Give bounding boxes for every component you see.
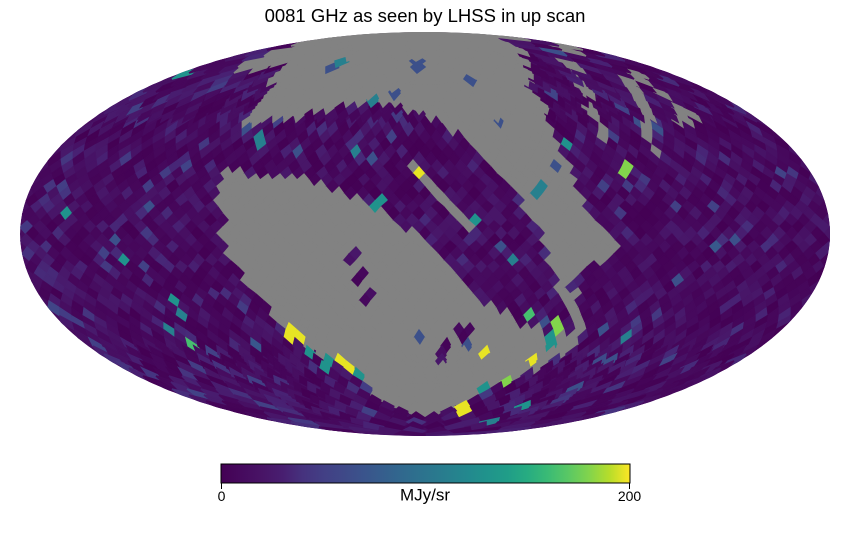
- svg-text:MJy/sr: MJy/sr: [400, 486, 450, 505]
- svg-text:200: 200: [618, 488, 642, 504]
- svg-text:0081 GHz as seen by LHSS in up: 0081 GHz as seen by LHSS in up scan: [265, 5, 586, 26]
- svg-text:0: 0: [218, 488, 226, 504]
